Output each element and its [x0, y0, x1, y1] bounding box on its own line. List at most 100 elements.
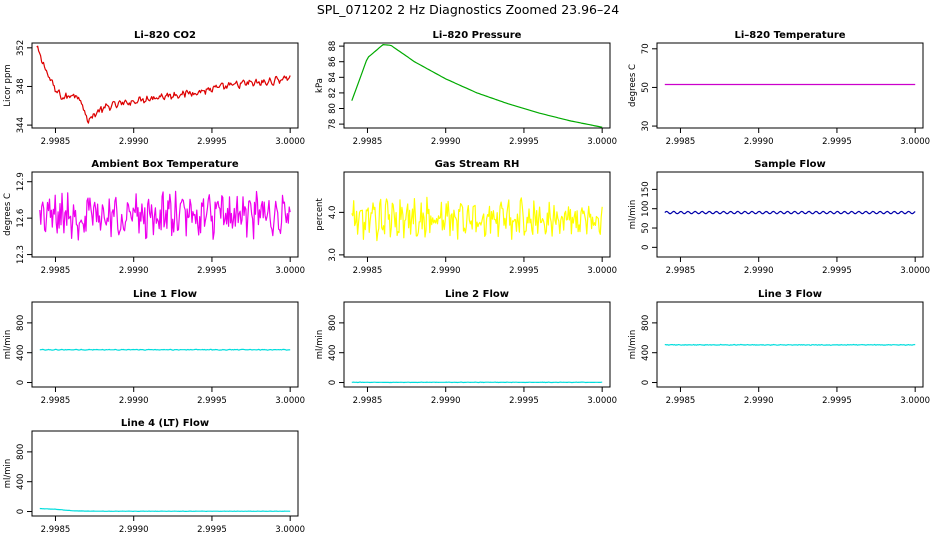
- x-tick-label: 2.9990: [431, 137, 461, 147]
- series-line: [664, 210, 916, 215]
- plot-frame: [656, 301, 924, 388]
- y-tick-label: 0: [328, 380, 338, 385]
- x-tick-label: 2.9985: [666, 266, 696, 276]
- y-axis-label: ml/min: [628, 200, 638, 230]
- sample-flow-chart: Sample Flow 2.9985 2.9990 2.9995 3.0000 0 50 10…: [628, 159, 930, 276]
- series-line: [39, 190, 291, 241]
- y-tick-label: 50: [641, 223, 651, 234]
- line-3-flow-chart: Line 3 Flow 2.9985 2.9990 2.9995 3.0000 0 400 8…: [628, 289, 930, 406]
- x-tick-label: 2.9985: [353, 266, 383, 276]
- x-tick-label: 2.9995: [197, 137, 227, 147]
- y-tick-label: 84: [328, 72, 338, 83]
- y-tick-label: 100: [641, 201, 651, 217]
- x-tick-label: 2.9990: [119, 396, 149, 406]
- chart-title: Line 4 (LT) Flow: [121, 418, 209, 429]
- x-tick-label: 3.0000: [900, 137, 930, 147]
- chart-title: Line 1 Flow: [133, 289, 197, 300]
- y-tick-label: 150: [641, 181, 651, 197]
- x-tick-label: 2.9985: [41, 525, 71, 535]
- x-tick-label: 2.9990: [431, 266, 461, 276]
- y-axis-label: Licor ppm: [3, 64, 13, 106]
- plot-frame: [31, 301, 299, 388]
- x-tick-label: 2.9995: [197, 396, 227, 406]
- y-tick-label: 30: [641, 121, 651, 132]
- y-axis-label: ml/min: [628, 330, 638, 360]
- chart-title: Line 3 Flow: [758, 289, 822, 300]
- x-tick-label: 2.9995: [197, 266, 227, 276]
- y-tick-label: 78: [328, 119, 338, 130]
- y-tick-label: 3.0: [328, 248, 338, 262]
- x-tick-label: 3.0000: [275, 266, 305, 276]
- li-820-pressure-chart: Li–820 Pressure 2.9985 2.9990 2.9995 3.0000 7…: [315, 30, 617, 147]
- x-tick-label: 2.9995: [509, 137, 539, 147]
- y-tick-label: 12.9: [16, 172, 26, 191]
- y-tick-label: 50: [641, 82, 651, 93]
- x-tick-label: 3.0000: [275, 396, 305, 406]
- y-tick-label: 400: [16, 345, 26, 361]
- li-820-temperature-chart: Li–820 Temperature 2.9985 2.9990 2.9995 3.00…: [628, 30, 930, 147]
- line-1-flow-chart: Line 1 Flow 2.9985 2.9990 2.9995 3.0000 0 400 8…: [3, 289, 305, 406]
- x-tick-label: 2.9995: [197, 525, 227, 535]
- chart-title: Li–820 Temperature: [734, 30, 845, 41]
- y-tick-label: 70: [641, 43, 651, 54]
- y-tick-label: 88: [328, 41, 338, 52]
- chart-title: Line 2 Flow: [445, 289, 509, 300]
- line-2-flow-chart: Line 2 Flow 2.9985 2.9990 2.9995 3.0000 0 400 8…: [315, 289, 617, 406]
- series-line: [351, 196, 603, 242]
- chart-title: Li–820 CO2: [134, 30, 196, 41]
- y-axis-label: percent: [315, 198, 325, 231]
- y-axis-label: ml/min: [3, 459, 13, 489]
- x-tick-label: 2.9990: [119, 525, 149, 535]
- x-tick-label: 2.9995: [822, 396, 852, 406]
- y-tick-label: 348: [16, 78, 26, 94]
- x-tick-label: 3.0000: [900, 266, 930, 276]
- y-axis-label: degrees C: [628, 64, 638, 107]
- series-line: [36, 45, 291, 124]
- x-tick-label: 2.9990: [744, 396, 774, 406]
- series-line: [664, 343, 916, 346]
- plot-frame: [656, 171, 924, 258]
- x-tick-label: 3.0000: [275, 137, 305, 147]
- series-line: [39, 507, 291, 512]
- y-tick-label: 4.0: [328, 206, 338, 220]
- x-tick-label: 2.9985: [666, 137, 696, 147]
- x-tick-label: 2.9985: [353, 396, 383, 406]
- series-line: [39, 348, 291, 351]
- y-tick-label: 800: [16, 444, 26, 460]
- gas-stream-rh-chart: Gas Stream RH 2.9985 2.9990 2.9995 3.0000 3.0…: [315, 159, 617, 276]
- y-tick-label: 800: [641, 315, 651, 331]
- figure-title: SPL_071202 2 Hz Diagnostics Zoomed 23.96…: [317, 2, 619, 17]
- y-tick-label: 86: [328, 56, 338, 67]
- y-tick-label: 400: [328, 345, 338, 361]
- y-tick-label: 12.6: [16, 209, 26, 228]
- x-tick-label: 3.0000: [275, 525, 305, 535]
- y-tick-label: 344: [16, 117, 26, 133]
- y-axis-label: degrees C: [3, 193, 13, 236]
- x-tick-label: 2.9990: [119, 137, 149, 147]
- line-4-lt-flow-chart: Line 4 (LT) Flow 2.9985 2.9990 2.9995 3.0000…: [3, 418, 305, 535]
- chart-title: Li–820 Pressure: [433, 30, 522, 41]
- li-820-co2-chart: Li–820 CO2 2.9985 2.9990 2.9995 3.0000 344 348…: [3, 30, 305, 147]
- y-axis-label: kPa: [315, 78, 325, 93]
- x-tick-label: 2.9985: [41, 137, 71, 147]
- y-axis-label: ml/min: [315, 330, 325, 360]
- y-tick-label: 82: [328, 87, 338, 98]
- x-tick-label: 2.9985: [41, 396, 71, 406]
- y-tick-label: 400: [641, 345, 651, 361]
- y-tick-label: 0: [641, 245, 651, 250]
- plot-frame: [31, 430, 299, 517]
- x-tick-label: 2.9985: [666, 396, 696, 406]
- chart-title: Ambient Box Temperature: [91, 159, 238, 170]
- plot-frame: [343, 42, 611, 129]
- plot-frame: [343, 301, 611, 388]
- chart-title: Gas Stream RH: [435, 159, 520, 170]
- x-tick-label: 3.0000: [900, 396, 930, 406]
- x-tick-label: 3.0000: [587, 266, 617, 276]
- x-tick-label: 2.9995: [822, 266, 852, 276]
- chart-title: Sample Flow: [754, 159, 826, 170]
- plot-frame: [343, 171, 611, 258]
- y-tick-label: 800: [328, 315, 338, 331]
- series-line: [351, 43, 603, 128]
- x-tick-label: 2.9995: [822, 137, 852, 147]
- y-axis-label: ml/min: [3, 330, 13, 360]
